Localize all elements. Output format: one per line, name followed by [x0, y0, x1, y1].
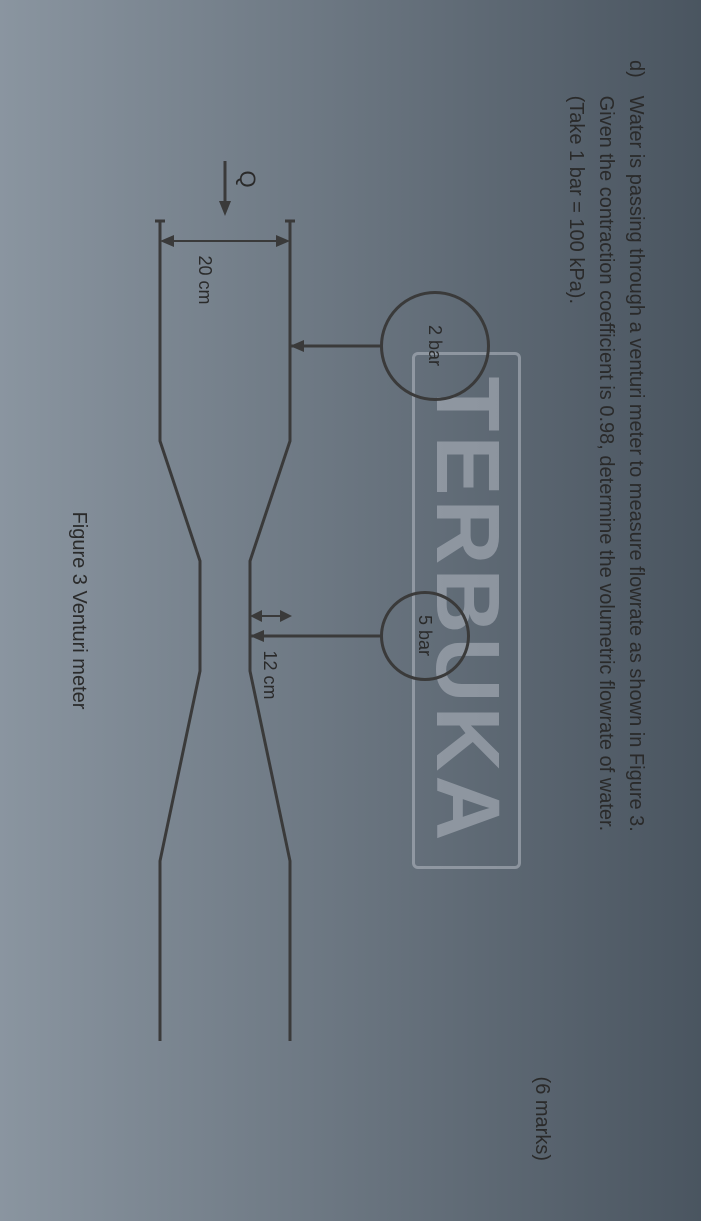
question-line-1: Water is passing through a venturi meter… [625, 96, 647, 832]
venturi-bottom-profile [160, 221, 200, 1041]
marks-label: (6 marks) [530, 60, 553, 1161]
tap-arrow-throat [250, 630, 264, 642]
throat-diameter-label: 12 cm [259, 651, 280, 700]
inlet-dim-arrow-up [276, 235, 290, 247]
flow-symbol: Q [234, 171, 260, 188]
question-body: Water is passing through a venturi meter… [561, 96, 651, 1157]
venturi-top-profile [250, 221, 290, 1041]
question-line-2: Given the contraction coefficient is 0.9… [595, 96, 617, 832]
inlet-dim-arrow-down [160, 235, 174, 247]
tap-arrow-inlet [290, 340, 304, 352]
venturi-svg [110, 161, 490, 1061]
venturi-diagram: 2 bar 5 bar [110, 161, 490, 1061]
throat-dim-arrow-up [280, 610, 292, 622]
flow-arrow-head [219, 201, 231, 216]
question-block: d) Water is passing through a venturi me… [561, 60, 651, 1161]
inlet-diameter-label: 20 cm [194, 256, 215, 305]
throat-dim-arrow-down [250, 610, 262, 622]
figure-caption: Figure 3 Venturi meter [67, 60, 90, 1161]
page-content: d) Water is passing through a venturi me… [0, 0, 701, 1221]
question-line-3: (Take 1 bar = 100 kPa). [565, 96, 587, 304]
question-label: d) [621, 60, 651, 90]
